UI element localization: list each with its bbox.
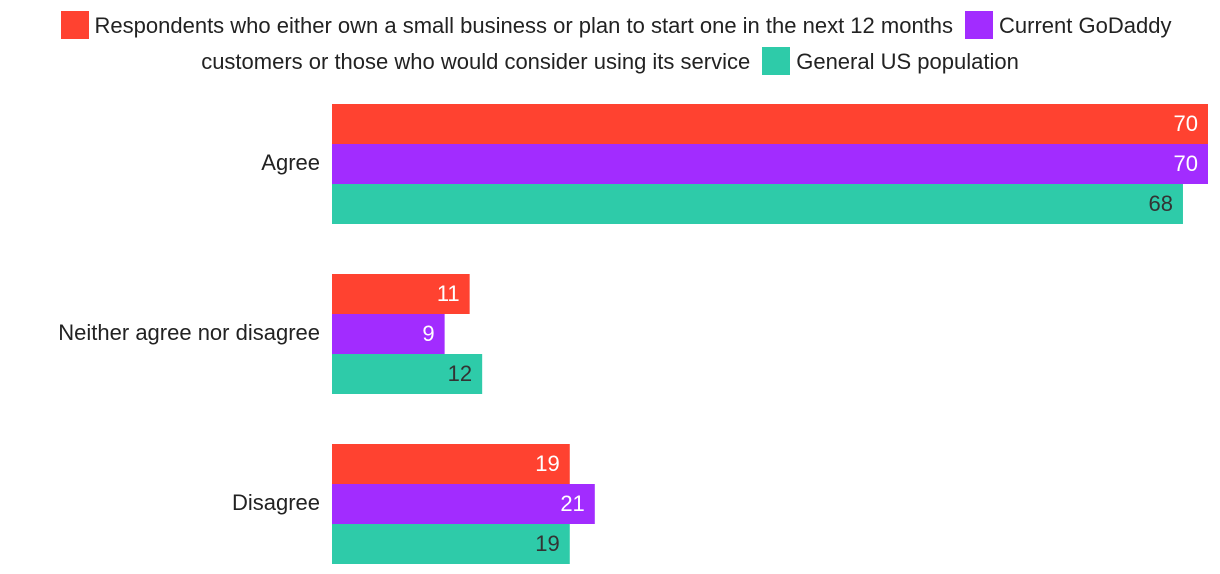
legend-item: Respondents who either own a small busin… <box>49 11 954 39</box>
bar <box>332 484 595 524</box>
data-label: 19 <box>535 451 559 476</box>
category-label: Disagree <box>232 490 320 515</box>
legend-swatch <box>965 11 994 39</box>
bar <box>332 104 1208 144</box>
bar <box>332 524 570 564</box>
category-label: Neither agree nor disagree <box>58 320 320 345</box>
legend-item: General US population <box>750 47 1019 75</box>
data-label: 70 <box>1174 111 1198 136</box>
legend-swatch <box>762 47 791 75</box>
legend-item: Current GoDaddy customers or those who w… <box>201 11 1172 74</box>
bar <box>332 144 1208 184</box>
legend-swatch <box>60 11 89 39</box>
bar <box>332 314 445 354</box>
data-label: 9 <box>422 321 434 346</box>
bar <box>332 184 1183 224</box>
data-label: 21 <box>560 491 584 516</box>
data-label: 68 <box>1148 191 1172 216</box>
legend-label: Current GoDaddy customers or those who w… <box>201 13 1172 74</box>
legend-label: General US population <box>796 49 1019 74</box>
category-label: Agree <box>261 150 320 175</box>
data-label: 70 <box>1174 151 1198 176</box>
data-label: 11 <box>437 281 460 306</box>
data-label: 12 <box>448 361 472 386</box>
bar <box>332 444 570 484</box>
legend-label: Respondents who either own a small busin… <box>94 13 954 38</box>
bar <box>332 354 483 394</box>
data-label: 19 <box>535 531 559 556</box>
legend: Respondents who either own a small busin… <box>20 8 1200 80</box>
bar <box>332 274 470 314</box>
